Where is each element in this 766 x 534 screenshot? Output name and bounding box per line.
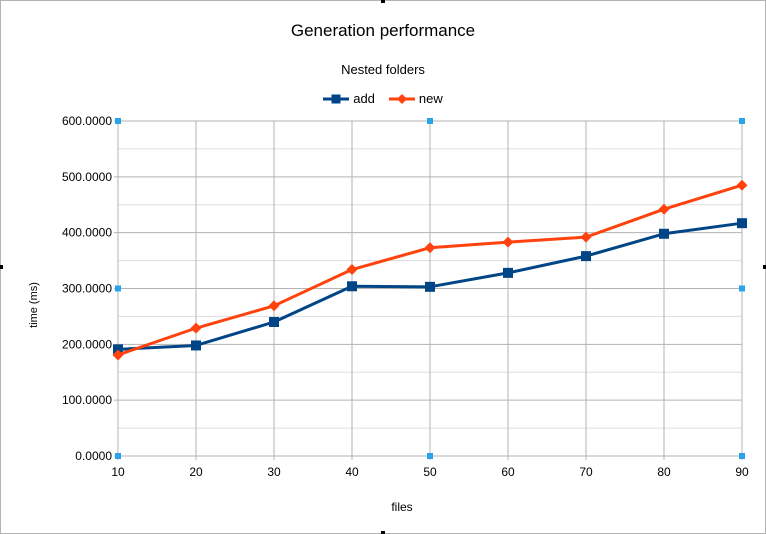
y-tick-label: 300.0000	[62, 282, 112, 296]
x-tick-label: 80	[657, 465, 671, 479]
x-axis-label: files	[391, 500, 413, 514]
legend-swatch-new	[388, 93, 415, 104]
selection-handle	[739, 453, 745, 459]
x-tick-label: 50	[423, 465, 437, 479]
x-tick-label: 60	[501, 465, 515, 479]
y-tick-label: 100.0000	[62, 393, 112, 407]
y-tick-label: 0.0000	[75, 449, 112, 463]
data-point-new	[268, 300, 280, 312]
selection-handle	[739, 118, 745, 124]
selection-handle	[115, 285, 121, 292]
data-point-add	[113, 344, 123, 355]
legend-label-new: new	[418, 91, 443, 106]
legend-item-new: new	[388, 91, 443, 106]
frame-handle	[0, 265, 3, 269]
frame-handle	[381, 0, 385, 3]
legend-item-add: add	[323, 91, 375, 106]
x-tick-label: 90	[735, 465, 749, 479]
y-tick-label: 500.0000	[62, 170, 112, 184]
legend-swatch-add	[323, 94, 350, 103]
x-tick-label: 30	[267, 465, 281, 479]
data-point-new	[580, 231, 592, 243]
data-point-new	[346, 264, 358, 276]
data-point-new	[424, 242, 436, 254]
data-point-add	[269, 317, 279, 327]
y-tick-label: 400.0000	[62, 226, 112, 240]
data-point-add	[425, 281, 435, 292]
data-point-new	[736, 179, 748, 191]
selection-handle	[115, 453, 121, 459]
selection-handle	[739, 285, 745, 292]
x-tick-label: 10	[111, 465, 125, 479]
data-point-new	[658, 203, 670, 215]
legend-label-add: add	[353, 91, 375, 106]
chart-legend: add new	[0, 91, 766, 106]
chart-subtitle: Nested folders	[341, 62, 425, 77]
y-tick-label: 600.0000	[62, 114, 112, 128]
data-point-add	[503, 267, 513, 278]
selection-handle	[427, 453, 433, 459]
frame-handle	[381, 531, 385, 534]
data-point-add	[347, 281, 357, 292]
x-tick-label: 40	[345, 465, 359, 479]
data-point-new	[502, 236, 514, 248]
selection-handle	[427, 118, 433, 124]
data-point-add	[581, 251, 591, 262]
selection-handle	[115, 118, 121, 124]
x-tick-label: 70	[579, 465, 593, 479]
data-point-add	[659, 228, 669, 239]
x-tick-label: 20	[189, 465, 203, 479]
data-point-add	[191, 340, 201, 351]
data-point-new	[190, 322, 202, 334]
y-tick-label: 200.0000	[62, 337, 112, 351]
frame-handle	[763, 265, 766, 269]
data-point-add	[737, 218, 747, 229]
chart-title: Generation performance	[290, 21, 476, 40]
data-point-new	[112, 349, 124, 361]
